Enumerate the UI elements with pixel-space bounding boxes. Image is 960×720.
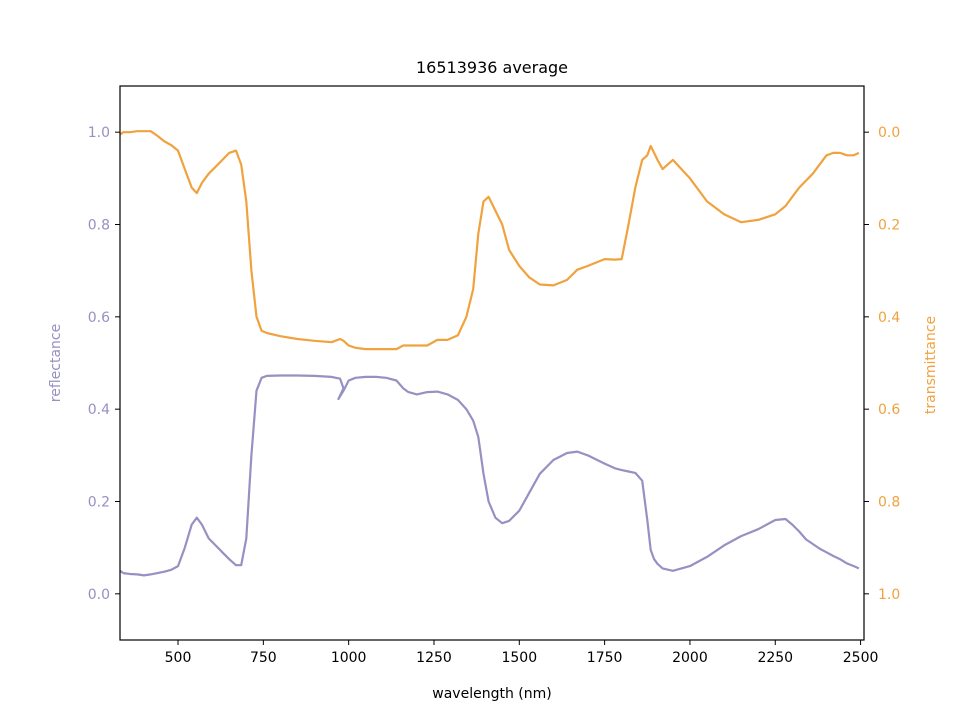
x-tick-label: 500	[165, 650, 192, 666]
x-axis: 500 750 1000 1250 1500 1750 2000 2250 2500	[165, 640, 879, 666]
right-y-tick-label: 0.4	[878, 310, 900, 326]
x-tick-label: 1500	[501, 650, 537, 666]
left-y-tick-label: 0.6	[88, 310, 110, 326]
right-y-tick-label: 0.2	[878, 218, 900, 234]
x-tick-label: 1000	[331, 650, 367, 666]
right-y-tick-label: 0.0	[878, 125, 900, 141]
chart-title: 16513936 average	[416, 58, 568, 77]
right-y-tick-label: 0.8	[878, 495, 900, 511]
left-y-axis-label: reflectance	[48, 324, 64, 402]
x-tick-label: 1250	[416, 650, 452, 666]
left-y-axis: 0.0 0.2 0.4 0.6 0.8 1.0	[88, 125, 120, 603]
series-lines	[119, 130, 860, 577]
x-tick-label: 750	[250, 650, 277, 666]
left-y-tick-label: 0.8	[88, 218, 110, 234]
left-y-tick-label: 0.2	[88, 495, 110, 511]
right-y-tick-label: 0.6	[878, 402, 900, 418]
plot-frame	[119, 85, 865, 641]
right-y-axis: 0.0 0.2 0.4 0.6 0.8 1.0	[864, 125, 900, 603]
series-line-transmittance	[119, 130, 860, 351]
left-y-tick-label: 0.0	[88, 587, 110, 603]
left-y-tick-label: 1.0	[88, 125, 110, 141]
x-tick-label: 2500	[843, 650, 879, 666]
right-y-tick-label: 1.0	[878, 587, 900, 603]
x-axis-label: wavelength (nm)	[432, 686, 551, 702]
left-y-tick-label: 0.4	[88, 402, 110, 418]
right-y-axis-label: transmittance	[923, 316, 939, 414]
series-line-reflectance	[119, 374, 860, 577]
x-tick-label: 2000	[672, 650, 708, 666]
x-tick-label: 1750	[587, 650, 623, 666]
x-tick-label: 2250	[757, 650, 793, 666]
